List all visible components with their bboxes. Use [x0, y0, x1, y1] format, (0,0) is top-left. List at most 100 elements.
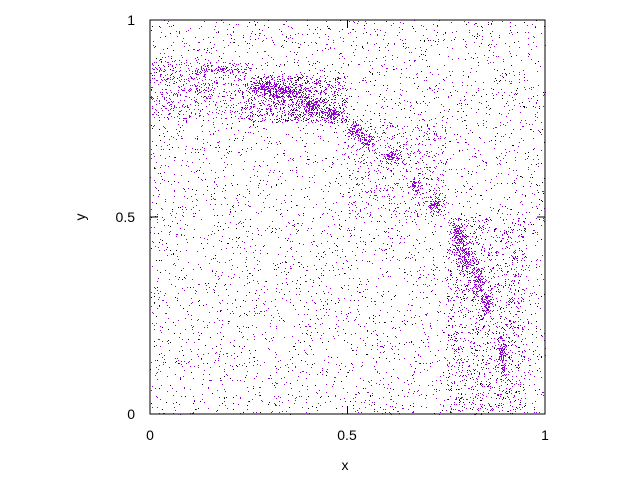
data-point [347, 392, 348, 393]
data-point [275, 306, 276, 307]
data-point [175, 94, 176, 95]
data-point [342, 105, 343, 106]
data-point [209, 287, 210, 288]
data-point [386, 128, 387, 129]
data-point [476, 112, 477, 113]
data-point [160, 59, 161, 60]
data-point [258, 131, 259, 132]
data-point [438, 41, 439, 42]
data-point [370, 81, 371, 82]
data-point [378, 170, 379, 171]
data-point [159, 67, 160, 68]
data-point [363, 241, 364, 242]
data-point [194, 97, 195, 98]
data-point [192, 327, 193, 328]
data-point [173, 42, 174, 43]
data-point [260, 253, 261, 254]
data-point [228, 45, 229, 46]
data-point [174, 105, 175, 106]
data-point [257, 176, 258, 177]
data-point [201, 84, 202, 85]
data-point [267, 137, 268, 138]
data-point [243, 35, 244, 36]
data-point [206, 98, 207, 99]
data-point [529, 124, 530, 125]
data-point [181, 62, 182, 63]
data-point [329, 182, 330, 183]
data-point [188, 90, 189, 91]
data-point [230, 378, 231, 379]
data-point [385, 56, 386, 57]
data-point [398, 395, 399, 396]
data-point [344, 273, 345, 274]
data-point [371, 349, 372, 350]
data-point [536, 218, 537, 219]
data-point [226, 374, 227, 375]
data-point [528, 280, 529, 281]
data-point [201, 67, 202, 68]
data-point [235, 299, 236, 300]
data-point [310, 326, 311, 327]
data-point [320, 138, 321, 139]
data-point [340, 53, 341, 54]
data-point [363, 178, 364, 179]
data-point [457, 142, 458, 143]
data-point [442, 186, 443, 187]
data-point [237, 326, 238, 327]
data-point [191, 319, 192, 320]
data-point [444, 400, 445, 401]
data-point [198, 356, 199, 357]
data-point [232, 72, 233, 73]
data-point [336, 132, 337, 133]
data-point [463, 362, 464, 363]
data-point [416, 163, 417, 164]
data-point [507, 183, 508, 184]
data-point [367, 337, 368, 338]
data-point [301, 74, 302, 75]
data-point [274, 157, 275, 158]
data-point [307, 152, 308, 153]
data-point [390, 388, 391, 389]
data-point [206, 106, 207, 107]
data-point [444, 332, 445, 333]
data-point [491, 36, 492, 37]
data-point [304, 306, 305, 307]
data-point [154, 293, 155, 294]
data-point [383, 333, 384, 334]
data-point [392, 59, 393, 60]
data-point [367, 105, 368, 106]
data-point [225, 185, 226, 186]
data-point [401, 236, 402, 237]
data-point [339, 31, 340, 32]
data-point [522, 126, 523, 127]
data-point [490, 47, 491, 48]
data-point [269, 402, 270, 403]
data-point [216, 346, 217, 347]
data-point [481, 96, 482, 97]
data-point [286, 278, 287, 279]
data-point [161, 208, 162, 209]
data-point [166, 402, 167, 403]
data-point [526, 288, 527, 289]
data-point [539, 185, 540, 186]
data-point [313, 162, 314, 163]
data-point [240, 247, 241, 248]
data-point [317, 318, 318, 319]
data-point [510, 381, 511, 382]
data-point [387, 68, 388, 69]
data-point [349, 175, 350, 176]
data-point [253, 121, 254, 122]
data-point [375, 152, 376, 153]
data-point [416, 101, 417, 102]
data-point [152, 141, 153, 142]
data-point [284, 321, 285, 322]
data-point [541, 200, 542, 201]
data-point [337, 255, 338, 256]
data-point [469, 189, 470, 190]
data-point [469, 159, 470, 160]
data-point [448, 111, 449, 112]
data-point [504, 106, 505, 107]
data-point [166, 249, 167, 250]
data-point [285, 256, 286, 257]
data-point [226, 92, 227, 93]
